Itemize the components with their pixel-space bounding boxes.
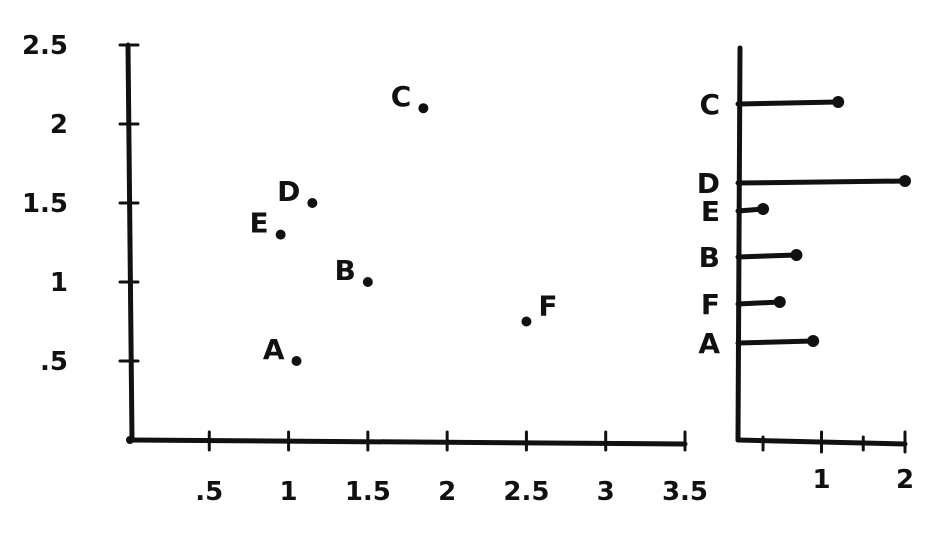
y-axis (735, 45, 743, 443)
point-label: A (263, 333, 285, 366)
lollipop-head (773, 296, 786, 308)
lollipop-stem (735, 338, 816, 346)
lollipop-head (832, 96, 845, 108)
category-label: D (697, 167, 720, 200)
y-tick-label: 1 (50, 268, 68, 298)
category-label: B (699, 241, 720, 274)
x-tick-label: 1 (280, 477, 298, 507)
x-axis (127, 437, 688, 447)
lollipop-stem (735, 299, 783, 307)
point-label: F (538, 290, 557, 323)
y-tick-label: 1.5 (22, 189, 68, 219)
data-point (307, 198, 318, 208)
category-label: A (698, 327, 720, 360)
lollipop-head (899, 175, 911, 187)
x-tick-label: 2 (438, 477, 456, 507)
lollipop-stem (735, 99, 841, 107)
x-tick-label: 3.5 (662, 477, 708, 507)
point-label: C (391, 80, 412, 113)
category-label: F (701, 288, 720, 321)
lollipop-head (790, 249, 803, 261)
x-tick-label: 3 (597, 477, 615, 507)
data-point (521, 316, 532, 327)
y-tick-label: 2.5 (22, 31, 68, 61)
x-tick-label: 2 (896, 465, 914, 495)
category-label: E (701, 195, 720, 228)
x-tick-label: 1.5 (345, 477, 391, 507)
data-point (418, 103, 429, 114)
y-axis (125, 42, 135, 443)
data-point (291, 356, 302, 366)
point-label: D (277, 175, 300, 208)
lollipop-head (807, 335, 820, 347)
data-point (362, 277, 373, 287)
data-point (275, 229, 286, 240)
category-label: C (699, 88, 720, 121)
x-tick-label: 2.5 (503, 477, 549, 507)
lollipop-head (757, 203, 770, 215)
x-tick-label: .5 (195, 477, 223, 507)
point-label: E (250, 207, 269, 240)
lollipop-stem (735, 178, 908, 186)
y-tick-label: 2 (50, 110, 68, 140)
y-tick-label: .5 (40, 347, 68, 377)
x-tick-label: 1 (812, 465, 830, 495)
lollipop-stem (735, 252, 799, 260)
origin-dot (126, 436, 134, 444)
point-label: B (335, 254, 356, 287)
